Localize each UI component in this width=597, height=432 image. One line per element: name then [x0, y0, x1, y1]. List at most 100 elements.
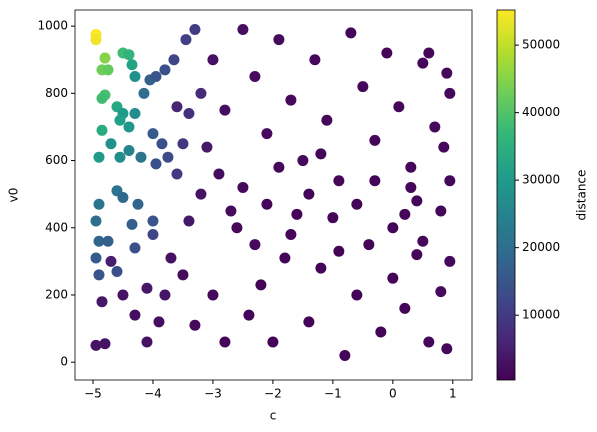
point: [90, 215, 102, 227]
x-tick-label: 1: [449, 387, 457, 401]
x-tick-label: −2: [264, 387, 282, 401]
point: [435, 205, 447, 217]
point: [441, 343, 453, 355]
point: [201, 141, 213, 153]
point: [147, 128, 159, 140]
point: [387, 272, 399, 284]
point: [369, 175, 381, 187]
point: [129, 309, 141, 321]
x-tick-label: −1: [324, 387, 342, 401]
point: [147, 228, 159, 240]
point: [399, 302, 411, 314]
point: [219, 104, 231, 116]
point: [411, 195, 423, 207]
y-tick-label: 200: [45, 287, 68, 301]
point: [303, 316, 315, 328]
point: [171, 101, 183, 113]
point: [162, 151, 174, 163]
point: [195, 87, 207, 99]
point: [285, 94, 297, 106]
point: [129, 71, 141, 83]
point: [444, 175, 456, 187]
x-axis-label: c: [270, 409, 277, 423]
point: [135, 151, 147, 163]
point: [309, 54, 321, 66]
point: [165, 252, 177, 264]
point: [345, 27, 357, 39]
colorbar-tick-label: 20000: [522, 240, 560, 254]
point: [141, 336, 153, 348]
colorbar-frame: [496, 9, 516, 381]
point: [126, 59, 138, 71]
point: [423, 47, 435, 59]
point: [126, 218, 138, 230]
point: [279, 252, 291, 264]
colorbar: [497, 10, 515, 380]
point: [117, 192, 129, 204]
point: [237, 23, 249, 35]
point: [102, 64, 114, 76]
point: [291, 208, 303, 220]
point: [147, 215, 159, 227]
point: [333, 175, 345, 187]
y-tick-label: 0: [60, 355, 68, 369]
point: [96, 296, 108, 308]
point: [351, 289, 363, 301]
point: [219, 336, 231, 348]
point: [141, 282, 153, 294]
x-tick-label: −4: [144, 387, 162, 401]
point: [417, 235, 429, 247]
point: [387, 222, 399, 234]
point: [411, 249, 423, 261]
point: [90, 252, 102, 264]
colorbar-tick-label: 40000: [522, 105, 560, 119]
point: [105, 255, 117, 267]
point: [273, 161, 285, 173]
point: [285, 228, 297, 240]
point: [369, 134, 381, 146]
point: [237, 181, 249, 193]
point: [315, 262, 327, 274]
point: [321, 114, 333, 126]
point: [123, 49, 135, 61]
point: [393, 101, 405, 113]
point: [129, 108, 141, 120]
point: [183, 108, 195, 120]
point: [177, 269, 189, 281]
point: [444, 255, 456, 267]
y-tick-label: 600: [45, 153, 68, 167]
point: [375, 326, 387, 338]
point: [261, 198, 273, 210]
point: [261, 128, 273, 140]
point: [297, 155, 309, 167]
point: [438, 141, 450, 153]
point: [156, 138, 168, 150]
point: [150, 158, 162, 170]
point: [99, 52, 111, 64]
point: [159, 64, 171, 76]
x-tick-label: −3: [204, 387, 222, 401]
colorbar-tick-label: 50000: [522, 38, 560, 52]
point: [150, 71, 162, 83]
point: [183, 215, 195, 227]
point: [171, 168, 183, 180]
point: [189, 319, 201, 331]
point: [138, 87, 150, 99]
point: [429, 121, 441, 133]
y-tick-label: 1000: [37, 19, 68, 33]
point: [243, 309, 255, 321]
point: [273, 34, 285, 46]
point: [114, 151, 126, 163]
x-tick-label: −5: [84, 387, 102, 401]
point: [444, 87, 456, 99]
point: [102, 235, 114, 247]
point: [249, 71, 261, 83]
point: [381, 47, 393, 59]
point: [351, 198, 363, 210]
point: [93, 198, 105, 210]
point: [180, 34, 192, 46]
point: [132, 198, 144, 210]
point: [90, 34, 102, 46]
point: [195, 188, 207, 200]
point: [315, 148, 327, 160]
